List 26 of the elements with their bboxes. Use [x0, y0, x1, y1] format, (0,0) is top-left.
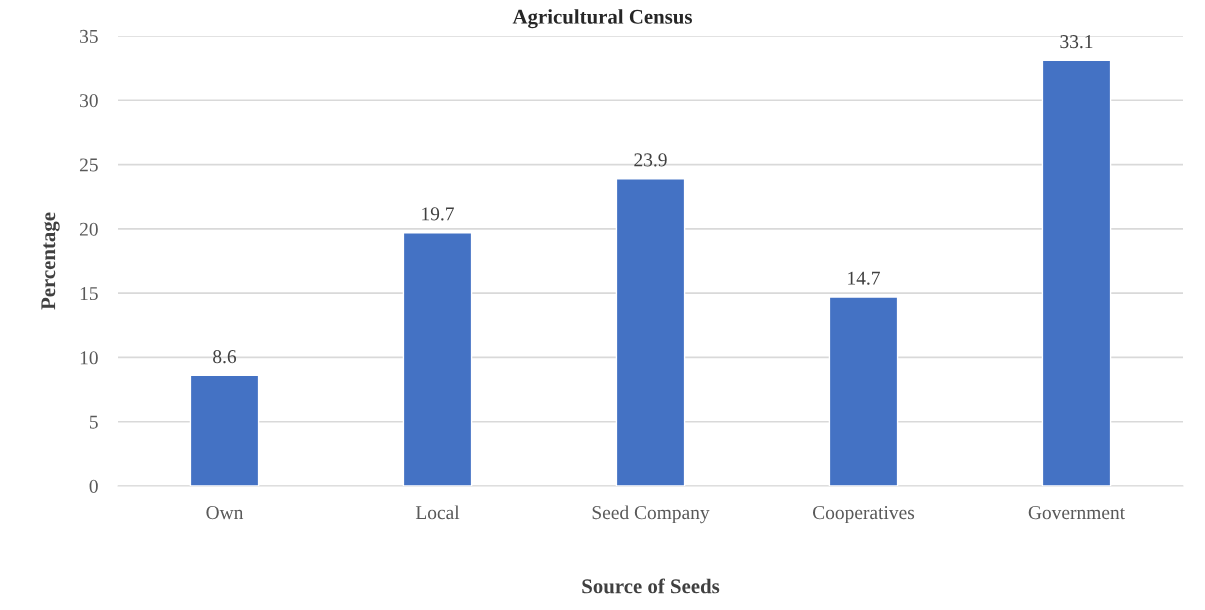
x-tick-label: Government	[1028, 506, 1125, 520]
data-label: 14.7	[848, 271, 880, 285]
bar	[615, 178, 686, 486]
data-label: 33.1	[1060, 35, 1093, 49]
bar	[189, 374, 260, 486]
chart-title: Agricultural Census	[512, 9, 692, 29]
x-tick-label: Own	[206, 506, 244, 520]
data-label: 19.7	[422, 207, 454, 221]
y-tick-label: 25	[79, 158, 98, 172]
x-tick-label: Local	[415, 505, 460, 520]
x-tick-label: Cooperatives	[813, 506, 915, 524]
y-tick-label: 35	[80, 29, 98, 43]
x-axis-title: Source of Seeds	[582, 578, 720, 594]
y-tick-label: 30	[80, 94, 98, 108]
data-label: 23.9	[634, 153, 667, 167]
y-axis-title: Percentage	[41, 212, 60, 310]
data-label: 8.6	[213, 350, 237, 364]
bar	[828, 296, 899, 486]
y-tick-label: 10	[80, 351, 98, 365]
x-tick-label: Seed Company	[592, 505, 710, 524]
y-tick-label: 5	[89, 415, 98, 429]
y-tick-label: 0	[89, 479, 98, 493]
y-tick-label: 15	[80, 287, 98, 301]
bar	[402, 232, 473, 486]
y-tick-label: 20	[79, 222, 98, 236]
bar	[1041, 59, 1112, 486]
